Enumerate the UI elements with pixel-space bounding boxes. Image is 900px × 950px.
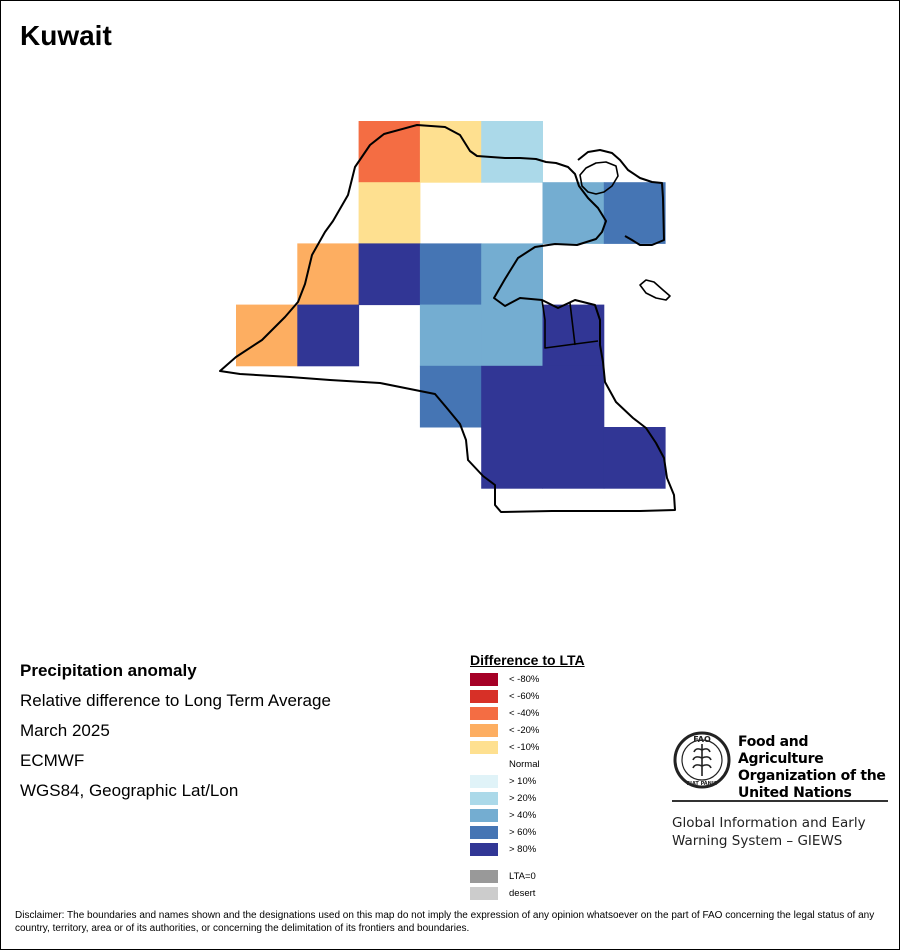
legend-label: > 10%: [509, 775, 537, 787]
info-heading: Precipitation anomaly: [20, 661, 197, 680]
anomaly-grid: [236, 121, 666, 489]
fao-name-line-3: United Nations: [738, 785, 852, 801]
legend-label: > 40%: [509, 809, 537, 821]
legend-swatch: [470, 757, 498, 771]
legend-swatch: [470, 808, 498, 822]
legend-item: > 80%: [470, 842, 536, 856]
fao-name-line-1: Food and Agriculture: [738, 734, 824, 767]
fao-logo-text: FAO: [693, 735, 711, 744]
bubiyan-island: [579, 161, 619, 195]
inner-coast: [541, 299, 599, 349]
legend-label: desert: [509, 887, 536, 899]
legend-swatch: [470, 791, 498, 805]
giews-line-1: Global Information and Early: [672, 815, 866, 831]
giews-line-2: Warning System – GIEWS: [672, 833, 843, 849]
anomaly-cell: [419, 304, 482, 367]
info-line-3: ECMWF: [20, 751, 85, 770]
info-line-4: WGS84, Geographic Lat/Lon: [20, 781, 239, 800]
coastline-north: [577, 149, 665, 246]
legend-label: < -80%: [509, 673, 540, 685]
anomaly-cell: [542, 427, 605, 489]
fao-name: Food and Agriculture Organization of the…: [738, 734, 888, 802]
fao-emblem-icon: FAO FIAT PANIS: [673, 731, 731, 789]
anomaly-cell: [542, 365, 605, 428]
anomaly-cell: [481, 304, 543, 367]
legend-swatch: [470, 740, 498, 754]
anomaly-cell: [358, 121, 421, 183]
legend-label: > 20%: [509, 792, 537, 804]
legend-label: LTA=0: [509, 870, 536, 882]
country-boundary: [219, 124, 676, 513]
fao-divider: [672, 800, 888, 802]
map-title: Kuwait: [20, 20, 112, 51]
legend-label: Normal: [509, 758, 540, 770]
anomaly-cell: [603, 182, 666, 244]
map-info: Precipitation anomaly Relative differenc…: [20, 656, 331, 806]
legend-label: > 80%: [509, 843, 537, 855]
fao-motto-text: FIAT PANIS: [687, 781, 718, 787]
legend-swatch: [470, 825, 498, 839]
legend-swatch: [470, 869, 498, 883]
faylaka-island: [639, 279, 671, 301]
legend-title: Difference to LTA: [470, 652, 585, 668]
legend-swatch: [470, 842, 498, 856]
kuwait-outline: [219, 124, 676, 513]
anomaly-cell: [419, 243, 482, 306]
anomaly-cell: [481, 427, 543, 489]
legend-label: < -60%: [509, 690, 540, 702]
legend-item: < -80%: [470, 672, 539, 686]
legend-swatch: [470, 672, 498, 686]
legend-swatch: [470, 886, 498, 900]
legend-swatch: [470, 689, 498, 703]
anomaly-cell: [358, 243, 421, 306]
legend-item: > 20%: [470, 791, 536, 805]
anomaly-cell: [358, 182, 421, 244]
anomaly-cell: [603, 427, 666, 489]
disclaimer: Disclaimer: The boundaries and names sho…: [15, 910, 875, 934]
legend-item: > 10%: [470, 774, 536, 788]
legend-item-extra: desert: [470, 886, 535, 900]
legend-label: > 60%: [509, 826, 537, 838]
anomaly-cell: [481, 365, 543, 428]
legend-item-extra: LTA=0: [470, 869, 536, 883]
legend-label: < -10%: [509, 741, 540, 753]
anomaly-cell: [542, 182, 605, 244]
legend-item: < -40%: [470, 706, 539, 720]
legend-swatch: [470, 774, 498, 788]
giews-name: Global Information and Early Warning Sys…: [672, 814, 866, 850]
legend: Difference to LTA < -80% < -60% < -40% < -2…: [470, 652, 585, 900]
legend-item: < -60%: [470, 689, 539, 703]
anomaly-cell: [419, 365, 482, 428]
info-line-1: Relative difference to Long Term Average: [20, 691, 331, 710]
anomaly-cell: [481, 121, 543, 183]
legend-item: > 40%: [470, 808, 536, 822]
legend-swatch: [470, 706, 498, 720]
legend-item: < -10%: [470, 740, 539, 754]
legend-swatch: [470, 723, 498, 737]
legend-item: > 60%: [470, 825, 536, 839]
legend-label: < -40%: [509, 707, 540, 719]
anomaly-cell: [481, 243, 543, 306]
info-line-2: March 2025: [20, 721, 110, 740]
legend-item: < -20%: [470, 723, 539, 737]
anomaly-cell: [297, 304, 360, 367]
fao-name-line-2: Organization of the: [738, 768, 886, 784]
legend-item: Normal: [470, 757, 540, 771]
legend-label: < -20%: [509, 724, 540, 736]
